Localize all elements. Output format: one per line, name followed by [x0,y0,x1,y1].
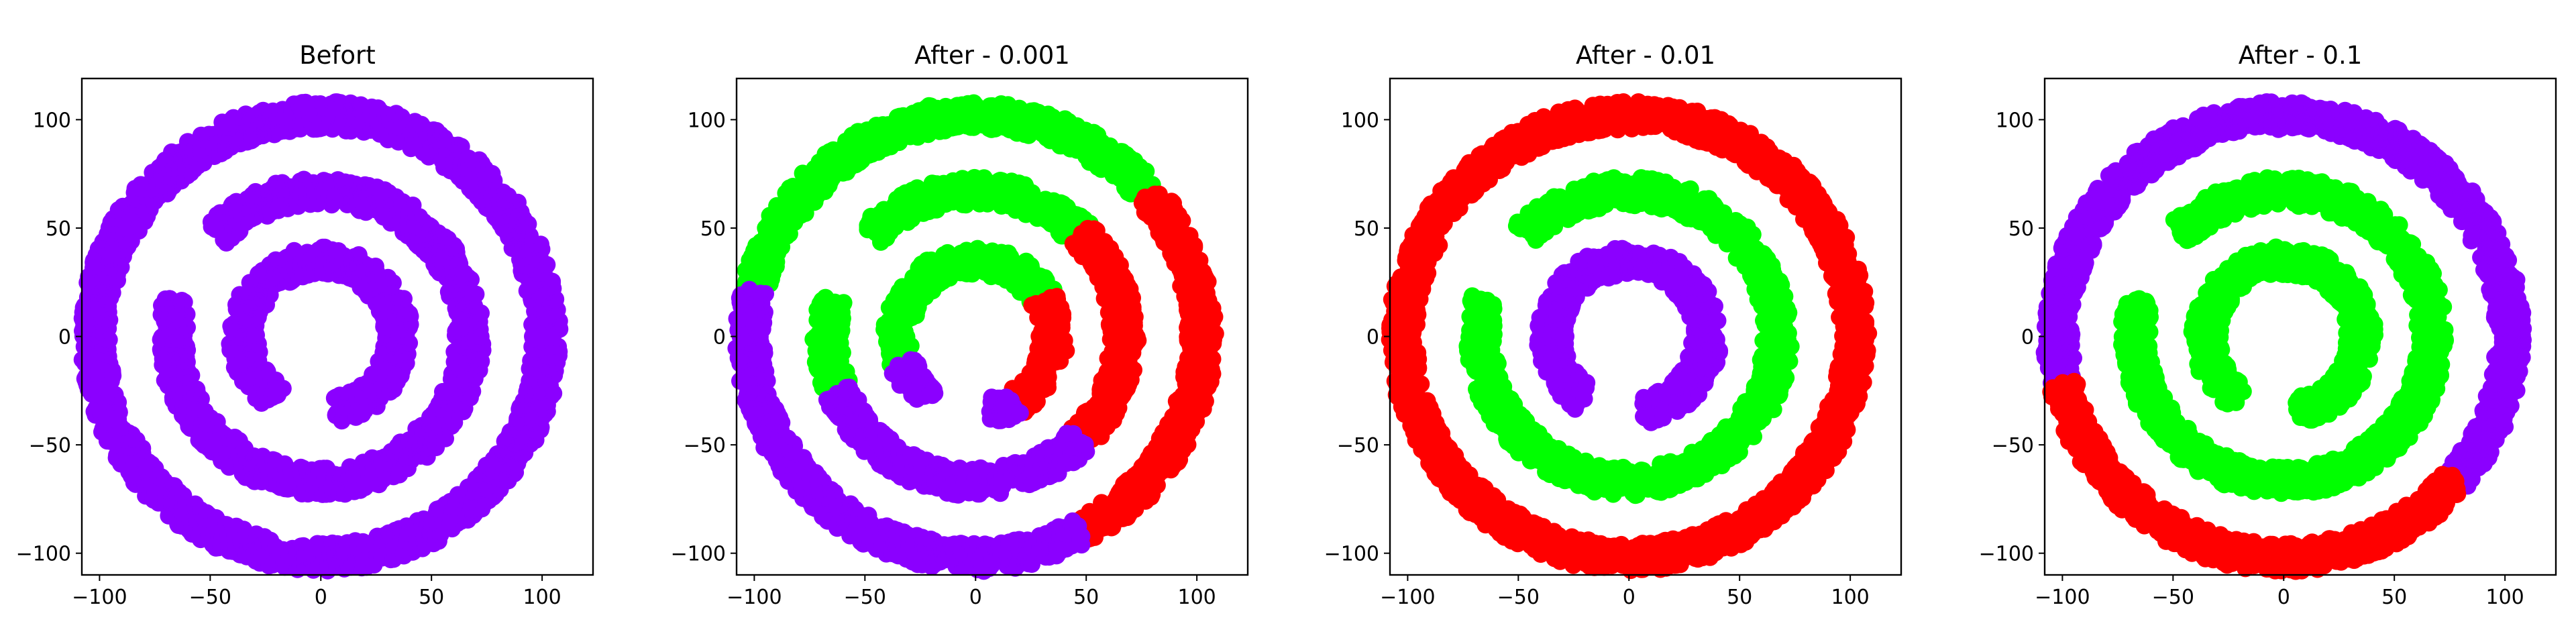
y-tick-label: 0 [58,326,71,350]
y-tick-label: −50 [29,434,71,458]
data-point [203,218,221,236]
x-tick-label: −100 [72,586,127,609]
x-tick-label: 0 [315,586,327,609]
subplot-title: After - 0.001 [914,41,1070,70]
subplot-1: Befort −100 −50 0 50 100 −100 −50 0 50 100 [16,41,594,609]
x-tick-label: −50 [189,586,231,609]
data-point [1136,189,1154,207]
y-tick-label: 100 [33,109,71,132]
data-point [274,380,292,398]
data-point [543,328,561,346]
y-tick-label: −100 [16,543,71,566]
subplot-title: Befort [299,41,376,70]
data-point [872,233,890,251]
x-tick-label: 100 [523,586,561,609]
data-point [859,221,877,239]
data-point [217,234,235,252]
series-1 [73,93,569,580]
y-tick-label: 50 [46,217,71,241]
series-2 [1004,185,1224,548]
x-tick-label: 50 [419,586,444,609]
